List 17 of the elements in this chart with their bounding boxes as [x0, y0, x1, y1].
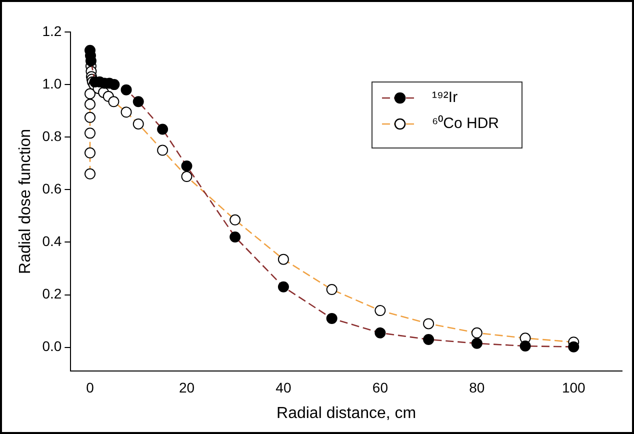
x-tick-label: 80	[469, 379, 485, 396]
y-tick-label: 0.8	[42, 128, 62, 144]
y-tick-label: 0.2	[42, 286, 62, 302]
y-tick-label: 1.0	[42, 75, 62, 92]
y-tick-label: 0.0	[42, 338, 62, 354]
legend-label: ⁶⁰Co HDR	[432, 115, 500, 132]
y-tick-label: 1.2	[42, 22, 62, 39]
y-axis-title: Radial dose function	[17, 129, 34, 274]
y-tick-label: 0.6	[42, 180, 62, 197]
y-tick-label: 0.4	[42, 233, 62, 250]
x-tick-label: 20	[178, 379, 195, 396]
x-tick-label: 60	[372, 379, 388, 396]
x-axis-title: Radial distance, cm	[276, 404, 416, 422]
x-tick-label: 100	[562, 379, 586, 396]
x-tick-label: 0	[86, 379, 94, 396]
legend-label: ¹⁹²Ir	[432, 89, 458, 106]
x-tick-label: 40	[276, 379, 292, 396]
